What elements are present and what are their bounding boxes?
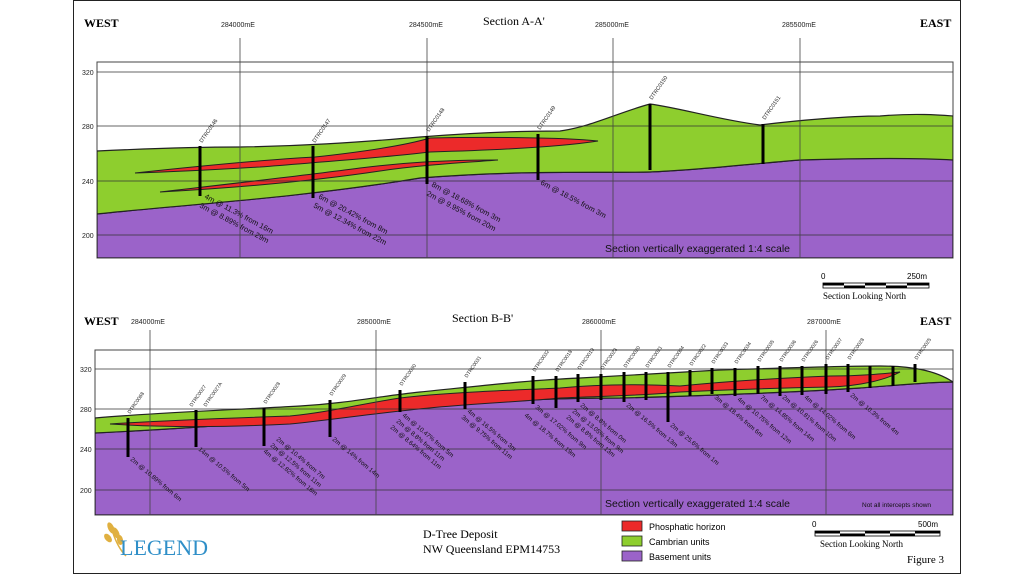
hole-label: DTRC0036 [779, 339, 798, 363]
rl-label: 280 [80, 407, 92, 414]
hole-label: DTRC0033 [711, 341, 730, 365]
hole-label: DTRC0020 [623, 345, 642, 369]
intercepts-note: Not all intercepts shown [862, 502, 931, 509]
easting-label: 285500mE [782, 22, 816, 29]
hole-label: DTRC0151 [762, 95, 783, 121]
hole-label: DTRC0023 [600, 347, 619, 371]
hole-label: DTRC0028 [847, 337, 866, 361]
exaggeration-note-b: Section vertically exaggerated 1:4 scale [605, 498, 790, 510]
hole-label: DTRC0037 [825, 337, 844, 361]
section-a-title: Section A-A' [483, 14, 545, 28]
rl-label: 200 [82, 233, 94, 240]
hole-label: DTRC0027A [203, 381, 225, 408]
phosphatic-horizon-a-lower [159, 159, 499, 193]
logo-wordmark: LEGEND [120, 535, 208, 560]
hole-label: DTRC0035 [757, 339, 776, 363]
hole-label: DTRC0031 [464, 355, 483, 379]
logo: LEGEND [104, 522, 208, 560]
rl-label: 240 [80, 447, 92, 454]
basement-unit-b [95, 381, 953, 515]
cambrian-unit-a [97, 103, 953, 215]
hole-label: DTRC0025 [914, 337, 933, 361]
easting-label: 284000mE [221, 22, 255, 29]
legend-item-phosphatic: Phosphatic horizon [621, 520, 726, 532]
rl-label: 320 [82, 70, 94, 77]
scale-start-b: 0 [812, 520, 817, 529]
easting-label: 286000mE [582, 319, 616, 326]
scale-bar-a: 0 250m Section Looking North [821, 272, 930, 301]
hole-label: DTRC0034 [734, 341, 753, 365]
view-direction-a: Section Looking North [823, 291, 906, 301]
scale-end-a: 250m [907, 272, 927, 281]
view-direction-b: Section Looking North [820, 539, 903, 549]
rl-gridlines-b [95, 368, 953, 491]
exaggeration-note-a: Section vertically exaggerated 1:4 scale [605, 243, 790, 255]
drill-holes-a [198, 104, 765, 198]
hole-label: DTRC0150 [649, 75, 670, 101]
east-label-b: EAST [920, 314, 951, 328]
east-label-a: EAST [920, 16, 951, 30]
hole-label: DTRC0004 [667, 345, 686, 369]
rl-label: 240 [82, 179, 94, 186]
hole-label: DTRC0068 [127, 391, 146, 415]
hole-label: DTRC0018 [555, 349, 574, 373]
legend-item-cambrian: Cambrian units [621, 535, 710, 547]
hole-label: DTRC0029 [329, 373, 348, 397]
section-b-title: Section B-B' [452, 311, 513, 325]
phosphatic-horizon-b [109, 371, 901, 428]
scale-start-a: 0 [821, 272, 826, 281]
hole-label: DTRC0032 [532, 349, 551, 373]
hole-label: DTRC0028 [263, 381, 282, 405]
hole-label: DTRC0021 [645, 345, 664, 369]
drill-holes-b [126, 364, 917, 457]
legend-item-basement: Basement units [621, 550, 712, 562]
easting-label: 284000mE [131, 319, 165, 326]
easting-gridlines-b [149, 330, 827, 515]
legend-label: Cambrian units [649, 537, 710, 547]
easting-label: 285000mE [595, 22, 629, 29]
rl-label: 320 [80, 367, 92, 374]
west-label-a: WEST [84, 16, 119, 30]
rl-label: 200 [80, 488, 92, 495]
deposit-name: D-Tree Deposit [423, 527, 498, 541]
hole-label: DTRC0147 [312, 118, 333, 144]
hole-label: DTRC0022 [689, 343, 708, 367]
easting-label: 285000mE [357, 319, 391, 326]
easting-label: 287000mE [807, 319, 841, 326]
rl-label: 280 [82, 124, 94, 131]
figure-number: Figure 3 [907, 554, 944, 566]
scale-end-b: 500m [918, 520, 938, 529]
scale-bar-b: 0 500m Section Looking North [812, 520, 941, 549]
legend-label: Phosphatic horizon [649, 522, 726, 532]
easting-gridlines-a [239, 38, 801, 258]
west-label-b: WEST [84, 314, 119, 328]
hole-label: DTRC0148 [426, 107, 447, 133]
hole-label: DTRC0019 [577, 347, 596, 371]
deposit-location: NW Queensland EPM14753 [423, 542, 560, 556]
hole-label: DTRC0146 [199, 118, 220, 144]
section-b: DTRC0068 DTRC0027 DTRC0027A DTRC0028 DTR… [80, 311, 954, 549]
section-a: DTRC0146 DTRC0147 DTRC0148 DTRC0149 DTRC… [82, 14, 954, 301]
hole-label: DTRC0149 [537, 105, 558, 131]
easting-label: 284500mE [409, 22, 443, 29]
hole-label: DTRC0026 [801, 339, 820, 363]
legend: Phosphatic horizon Cambrian units Baseme… [621, 520, 726, 562]
wheat-icon [104, 522, 127, 557]
hole-label: DTRC0030 [399, 363, 418, 387]
legend-label: Basement units [649, 552, 712, 562]
